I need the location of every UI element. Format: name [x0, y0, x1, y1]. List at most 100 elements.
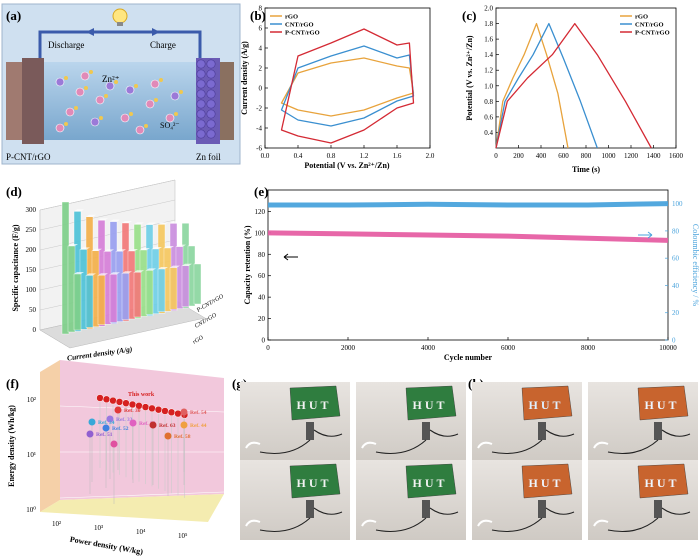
bar-rGO: [109, 274, 118, 323]
bar-rGO: [97, 275, 106, 326]
anode-sphere: [196, 119, 206, 129]
x-tick-label: 10³: [94, 524, 103, 532]
ref-point: [180, 421, 188, 429]
bar-rGO: [145, 270, 154, 315]
ion-particle: [170, 91, 180, 101]
y-tick-label: 100: [26, 286, 37, 294]
board-text: HUT: [296, 476, 331, 490]
y-tick-label: 10⁰: [26, 506, 36, 514]
anode-sphere: [206, 99, 216, 109]
panel-h-photos: HUT HUT HUT HUT: [472, 382, 698, 540]
panel-e-axes: [267, 189, 669, 341]
y-tick-label: 150: [26, 266, 37, 274]
y-tick-label: 80: [258, 251, 266, 259]
led-board: [405, 463, 457, 499]
ref-point: [164, 432, 172, 440]
cathode-plate: [6, 62, 22, 140]
electrolyte: [28, 62, 212, 140]
anode-sphere: [196, 69, 206, 79]
led-board: [637, 385, 689, 421]
charge-arrow-icon: [152, 28, 160, 36]
y-tick-label: 20: [258, 315, 266, 323]
y-tick-label: 60: [258, 272, 266, 280]
right-axis-arrow-icon: [638, 231, 653, 239]
x-tick-label: 2.0: [426, 152, 435, 160]
supercapacitor-cell: [654, 500, 662, 518]
bar-top: [92, 248, 102, 251]
bar-top: [122, 271, 132, 274]
board-text: HUT: [528, 476, 563, 490]
anode-sphere: [206, 129, 216, 139]
ion-particle: [99, 116, 103, 120]
ion-particle: [104, 94, 108, 98]
anode-sphere: [206, 59, 216, 69]
bar-rGO: [169, 267, 178, 310]
bar-top: [116, 249, 126, 252]
bar-top: [146, 222, 156, 225]
y-tick-label: 0: [33, 326, 37, 334]
y-tick-label: 10²: [27, 396, 36, 404]
panel-e: (e) 0 2000 4000 6000 8000 1000002040608010012…: [243, 184, 700, 362]
ion-particle: [154, 98, 158, 102]
supercapacitor-cell: [422, 422, 430, 440]
x-tick-label: 200: [513, 152, 524, 160]
bar-top: [140, 248, 150, 250]
panel-d-ticks: 0 50 100 150 200 250 300: [26, 206, 37, 334]
y-tick-label: -6: [256, 145, 262, 153]
this-work-point: [122, 399, 130, 407]
anode-label: Zn foil: [196, 152, 221, 162]
bar-top: [182, 263, 192, 266]
panel-f-back-wall: [60, 360, 224, 500]
ion-particle: [75, 87, 85, 97]
anode-spheres: [196, 59, 216, 139]
y-tick-label: 0.4: [484, 129, 493, 137]
ref-point: [102, 424, 110, 432]
ref-label: Ref. 51: [96, 432, 113, 438]
this-work-point: [161, 407, 169, 415]
anode-sphere: [206, 79, 216, 89]
ref-point: [86, 430, 94, 438]
board-text: HUT: [528, 398, 563, 412]
anode-foil: [220, 62, 234, 140]
panel-c: (c) 0 200 400 600 800 1000 1200 1400 16000.40.60…: [462, 5, 684, 175]
legend-label: rGO: [285, 14, 298, 21]
ref-point: [114, 406, 122, 414]
ion-particle: [84, 86, 88, 90]
panel-d-label: (d): [6, 184, 22, 199]
bar-rGO: [85, 275, 94, 328]
y-tick-label: -2: [256, 105, 262, 113]
panel-e-ylabel-left: Capacity retention (%): [243, 225, 252, 304]
white-wire: [361, 519, 377, 527]
panel-d-ylabel: Specific capacitance (F/g): [11, 224, 20, 311]
ions: [55, 70, 183, 135]
y-tick-label: 120: [255, 208, 266, 216]
ion-particle: [174, 112, 178, 116]
this-work-point: [174, 409, 182, 418]
discharge-arrow-icon: [86, 28, 94, 36]
y-tick-label: 2.0: [484, 5, 493, 13]
x-tick-label: 10⁴: [136, 528, 146, 536]
this-work-point: [141, 403, 150, 411]
ion-particle: [135, 125, 145, 135]
ion-particle: [150, 79, 160, 89]
connection-wires: [491, 507, 575, 533]
panel-f-ticks: 10⁰ 10¹ 10² 10² 10³ 10⁴ 10⁵: [26, 396, 188, 540]
demo-photo: HUT: [588, 382, 698, 462]
series-line-P-CNT/rGO: [280, 28, 415, 144]
legend-label: P-CNT/rGO: [635, 30, 670, 37]
ion-particle: [89, 70, 93, 74]
ref-label: Ref. 30: [124, 408, 141, 414]
grid-line: [59, 405, 225, 413]
panel-d: (d) 0 50 100 150 200 250 300 Specific capacita…: [6, 179, 225, 363]
left-axis-arrow-icon: [283, 253, 298, 261]
x-tick-label: 0.0: [261, 152, 270, 160]
x-tick-label: 1400: [647, 152, 662, 160]
this-work-point: [154, 405, 163, 414]
bar-top: [170, 221, 180, 224]
y-tick-label: 0: [259, 85, 263, 93]
connection-wires: [375, 429, 459, 455]
ion-particle: [74, 106, 78, 110]
